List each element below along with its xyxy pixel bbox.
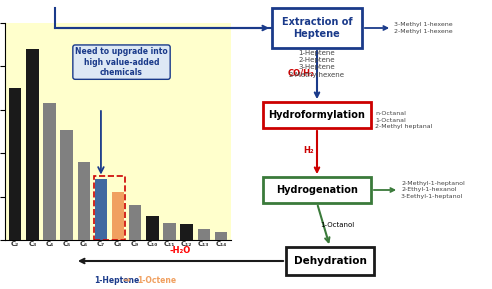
Bar bbox=[129, 205, 141, 240]
Text: 1-Heptene: 1-Heptene bbox=[94, 276, 139, 285]
Bar bbox=[263, 102, 371, 128]
Bar bbox=[286, 247, 374, 275]
Bar bbox=[43, 103, 56, 240]
Bar bbox=[9, 88, 21, 240]
Bar bbox=[78, 162, 90, 240]
Bar bbox=[94, 176, 125, 240]
Bar bbox=[198, 229, 210, 240]
Text: 2-Methyl-1-heptanol
2-Ethyl-1-hexanol
3-Eethyl-1-heptanol: 2-Methyl-1-heptanol 2-Ethyl-1-hexanol 3-… bbox=[401, 181, 465, 199]
Bar bbox=[61, 130, 73, 240]
Text: 3-Methyl 1-hexene
2-Methyl 1-hexene: 3-Methyl 1-hexene 2-Methyl 1-hexene bbox=[394, 22, 453, 34]
Text: 1-Octanol: 1-Octanol bbox=[320, 222, 354, 228]
Text: 1-Heptene
2-Heptene
3-Heptene
2-Methylhexene: 1-Heptene 2-Heptene 3-Heptene 2-Methylhe… bbox=[289, 50, 345, 78]
Bar bbox=[163, 223, 176, 240]
Text: CO/H₂: CO/H₂ bbox=[287, 68, 314, 77]
Text: Dehydration: Dehydration bbox=[294, 256, 367, 266]
Text: Hydrogenation: Hydrogenation bbox=[276, 185, 358, 195]
Text: -H₂O: -H₂O bbox=[170, 246, 191, 255]
Text: Need to upgrade into
high value-added
chemicals: Need to upgrade into high value-added ch… bbox=[75, 47, 168, 77]
Text: H₂: H₂ bbox=[304, 146, 314, 155]
Text: n-Octanal
1-Octanal
2-Methyl heptanal: n-Octanal 1-Octanal 2-Methyl heptanal bbox=[375, 111, 432, 129]
Bar bbox=[146, 216, 158, 240]
Bar bbox=[215, 232, 227, 240]
Bar bbox=[181, 224, 193, 240]
Bar bbox=[26, 49, 38, 240]
Bar bbox=[95, 179, 107, 240]
Bar bbox=[112, 192, 124, 240]
Text: ⇒: ⇒ bbox=[123, 276, 130, 285]
Text: Extraction of
Heptene: Extraction of Heptene bbox=[282, 17, 352, 39]
Text: Hydroformylation: Hydroformylation bbox=[269, 110, 366, 120]
Bar bbox=[263, 177, 371, 203]
Bar bbox=[272, 8, 362, 48]
Text: 1-Octene: 1-Octene bbox=[137, 276, 176, 285]
